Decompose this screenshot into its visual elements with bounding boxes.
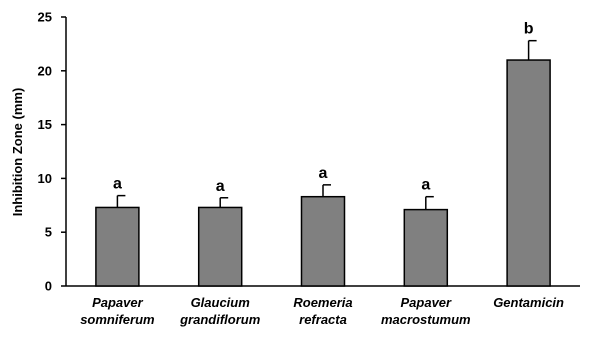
bar <box>300 195 346 287</box>
y-tick-label: 10 <box>38 171 52 186</box>
x-tick-label: Papaver <box>92 295 144 310</box>
x-tick-label: Papaver <box>401 295 453 310</box>
y-axis-title: Inhibition Zone (mm) <box>10 88 25 217</box>
bar <box>95 206 140 287</box>
significance-label: a <box>319 165 328 182</box>
y-tick-label: 0 <box>45 279 52 294</box>
significance-label: a <box>421 177 430 194</box>
bar <box>403 208 449 287</box>
x-tick-label: macrostumum <box>381 312 471 327</box>
y-tick-label: 15 <box>38 117 52 132</box>
significance-label: a <box>113 176 122 193</box>
x-tick-label: Roemeria <box>293 295 352 310</box>
y-tick-label: 20 <box>38 63 52 78</box>
y-tick-label: 25 <box>38 10 52 25</box>
x-tick-label: grandiflorum <box>179 312 261 327</box>
y-tick-label: 5 <box>45 225 52 240</box>
significance-label: a <box>216 178 225 195</box>
plot-area: 0 5 10 15 20 25 a Papaver somniferum a Glaucium gra… <box>38 10 580 327</box>
x-tick-label: somniferum <box>80 312 155 327</box>
x-tick-label: Glaucium <box>191 295 251 310</box>
x-tick-label: refracta <box>299 312 347 327</box>
bar <box>506 59 551 287</box>
significance-label: b <box>524 21 534 38</box>
bar <box>197 206 243 287</box>
x-tick-label: Gentamicin <box>493 295 564 310</box>
